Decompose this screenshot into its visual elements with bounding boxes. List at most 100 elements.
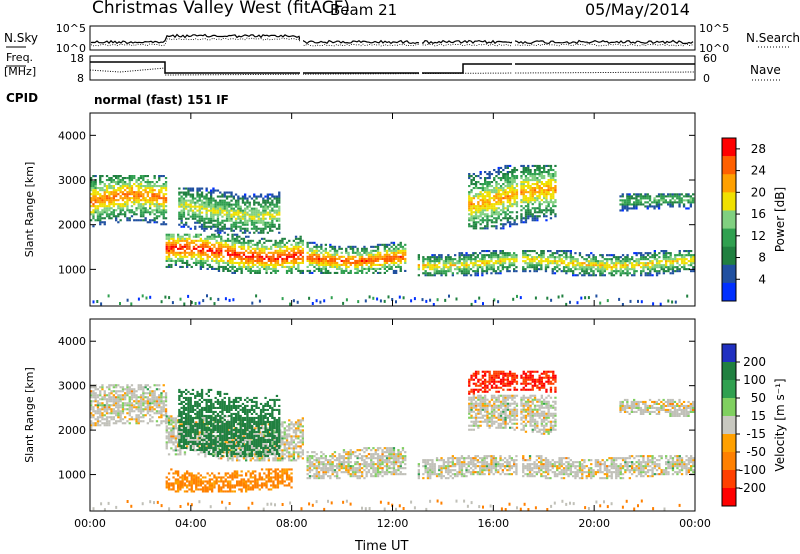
data-cell <box>429 274 432 277</box>
data-cell <box>179 243 182 246</box>
data-cell <box>271 207 274 210</box>
data-cell <box>183 419 187 422</box>
data-cell <box>260 265 264 268</box>
data-cell <box>178 203 181 206</box>
data-cell <box>551 252 554 255</box>
data-cell <box>388 249 391 252</box>
data-cell <box>502 227 505 230</box>
data-cell <box>506 166 509 169</box>
data-cell <box>653 266 656 269</box>
data-cell <box>273 225 276 228</box>
data-cell <box>506 268 509 271</box>
data-cell <box>115 398 118 401</box>
data-cell <box>458 270 461 273</box>
data-cell <box>331 265 334 268</box>
data-cell <box>442 268 445 271</box>
data-cell <box>381 265 384 268</box>
data-cell <box>103 195 106 198</box>
data-cell <box>149 414 152 417</box>
data-cell <box>258 267 261 270</box>
data-cell <box>499 189 503 192</box>
data-cell <box>121 185 125 188</box>
data-cell <box>522 179 525 182</box>
data-cell <box>283 243 286 246</box>
data-cell <box>397 263 400 266</box>
data-cell <box>126 402 129 405</box>
data-cell <box>495 227 498 230</box>
data-cell <box>540 193 543 196</box>
data-cell <box>431 256 434 259</box>
data-cell <box>547 203 550 206</box>
data-cell <box>626 197 629 200</box>
data-cell <box>230 225 233 228</box>
data-cell <box>99 205 102 208</box>
data-cell <box>542 260 545 263</box>
data-cell <box>275 203 279 206</box>
data-cell <box>263 263 266 266</box>
data-cell <box>442 264 445 267</box>
data-cell <box>470 183 473 186</box>
data-cell <box>205 225 208 228</box>
data-cell <box>108 416 111 419</box>
data-cell <box>220 235 223 238</box>
data-cell <box>476 270 479 273</box>
data-cell <box>549 256 552 259</box>
data-cell <box>331 261 334 264</box>
data-cell <box>199 431 202 434</box>
data-cell <box>205 201 208 204</box>
data-cell <box>531 173 534 176</box>
data-cell <box>206 243 209 246</box>
data-cell <box>499 193 503 196</box>
data-cell <box>390 259 393 262</box>
data-cell <box>426 258 430 261</box>
data-cell <box>553 252 557 255</box>
data-cell <box>470 197 473 200</box>
data-cell <box>139 402 143 405</box>
data-cell <box>635 262 638 265</box>
data-cell <box>146 422 149 425</box>
data-cell <box>278 227 281 230</box>
data-cell <box>117 402 120 405</box>
data-cell <box>513 179 516 182</box>
data-cell <box>678 195 681 198</box>
data-cell <box>557 295 560 299</box>
colorbar-label: Power [dB] <box>773 187 787 252</box>
data-cell <box>217 263 221 266</box>
data-cell <box>470 219 473 222</box>
data-cell <box>682 195 686 198</box>
data-cell <box>244 219 247 222</box>
data-cell <box>229 265 232 268</box>
data-cell <box>92 392 95 395</box>
data-cell <box>160 394 163 397</box>
data-cell <box>490 207 494 210</box>
data-cell <box>524 270 527 273</box>
data-cell <box>146 187 149 190</box>
data-cell <box>246 201 249 204</box>
data-cell <box>197 259 200 262</box>
data-cell <box>275 217 279 220</box>
data-cell <box>211 247 214 250</box>
data-cell <box>297 251 300 254</box>
data-cell <box>139 207 143 210</box>
data-cell <box>105 195 109 198</box>
data-cell <box>404 269 407 272</box>
data-cell <box>117 420 120 423</box>
data-cell <box>195 253 198 256</box>
data-cell <box>112 195 115 198</box>
data-cell <box>504 215 507 218</box>
data-cell <box>520 205 523 208</box>
data-cell <box>146 211 149 214</box>
data-cell <box>490 213 494 216</box>
data-cell <box>585 260 588 263</box>
data-cell <box>484 201 487 204</box>
data-cell <box>158 388 161 391</box>
data-cell <box>506 181 509 184</box>
data-cell <box>164 408 168 411</box>
data-cell <box>117 406 120 409</box>
data-cell <box>635 270 638 273</box>
data-cell <box>151 197 154 200</box>
data-cell <box>126 187 129 190</box>
data-cell <box>497 193 500 196</box>
data-cell <box>165 247 168 250</box>
data-cell <box>499 187 503 190</box>
